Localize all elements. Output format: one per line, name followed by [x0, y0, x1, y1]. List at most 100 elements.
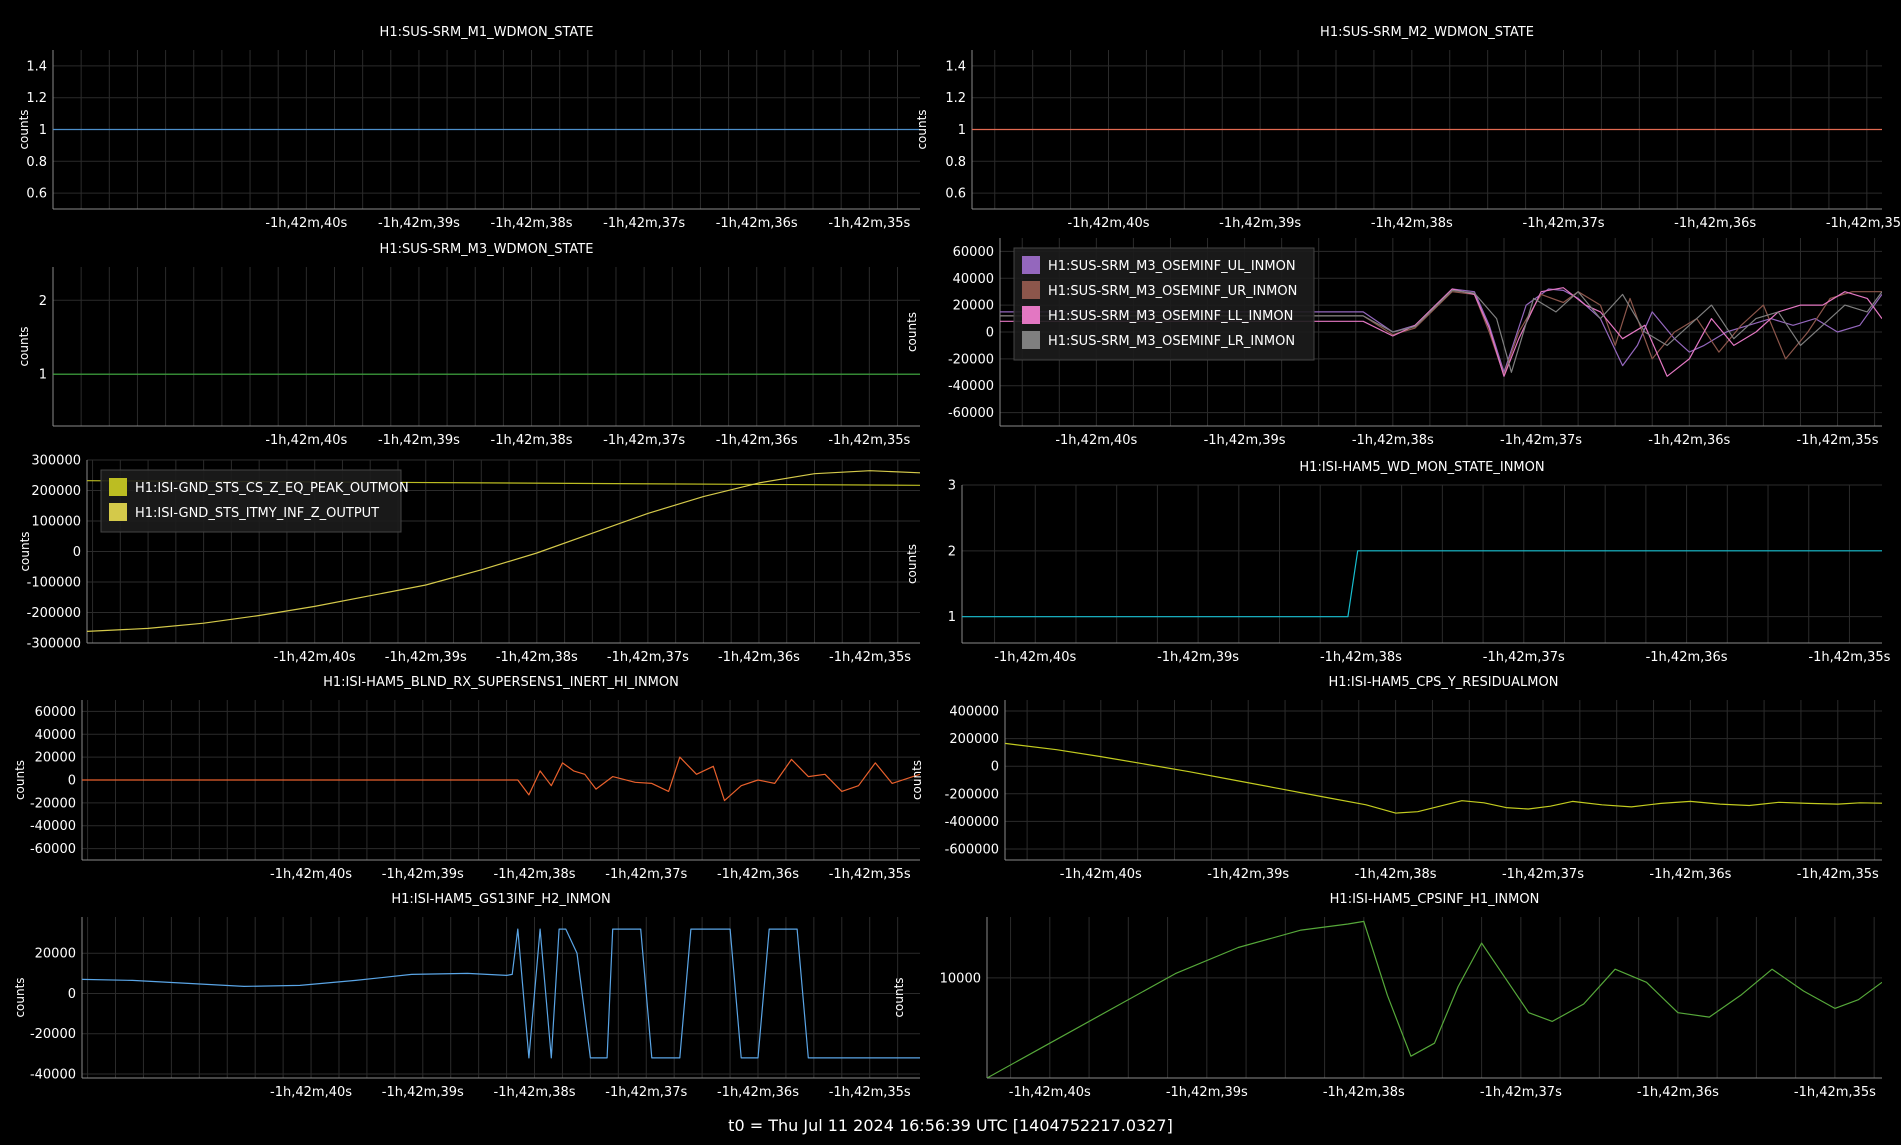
x-tick-label: -1h,42m,37s [1500, 433, 1582, 448]
y-tick-label: 1.4 [26, 59, 47, 74]
series-line-h1-isi-gnd-sts-itmy-inf-z-output [87, 470, 920, 632]
series-line-0 [82, 928, 920, 1059]
x-tick-label: -1h,42m,35s [829, 1085, 911, 1100]
y-tick-label: 0 [986, 326, 994, 341]
y-tick-label: 0.8 [945, 155, 966, 170]
x-tick-label: -1h,42m,38s [1320, 650, 1402, 665]
y-tick-label: 2 [39, 294, 47, 309]
y-axis-label: counts [13, 977, 27, 1017]
x-tick-label: -1h,42m,39s [382, 867, 464, 882]
series-group [1000, 287, 1882, 377]
x-tick-label: -1h,42m,36s [718, 650, 800, 665]
x-tick-label: -1h,42m,38s [1371, 216, 1453, 231]
gridlines [87, 459, 920, 644]
x-tick-label: -1h,42m,35s [829, 867, 911, 882]
y-tick-label: 1.2 [26, 91, 47, 106]
gridlines [962, 484, 1882, 643]
x-tick-label: -1h,42m,35s [1794, 1085, 1876, 1100]
legend-entry: H1:ISI-GND_STS_CS_Z_EQ_PEAK_OUTMON [135, 481, 409, 496]
legend-box [100, 469, 402, 533]
x-tick-label: -1h,42m,37s [1480, 1085, 1562, 1100]
y-axis-label: counts [18, 531, 32, 571]
gridlines [82, 917, 920, 1078]
x-tick-label: -1h,42m,39s [1207, 867, 1289, 882]
series-line-0 [987, 920, 1882, 1078]
series-line-0 [1005, 742, 1882, 814]
x-tick-label: -1h,42m,35s [1797, 433, 1879, 448]
legend-entry: H1:SUS-SRM_M3_OSEMINF_UR_INMON [1048, 284, 1297, 299]
y-axis-label: counts [905, 312, 919, 352]
x-tick-label: -1h,42m,36s [717, 1085, 799, 1100]
time-origin-label: t0 = Thu Jul 11 2024 16:56:39 UTC [14047… [728, 1116, 1173, 1135]
x-tick-label: -1h,42m,39s [1157, 650, 1239, 665]
legend-swatch[interactable] [1022, 281, 1040, 299]
y-tick-label: -20000 [30, 1027, 76, 1042]
y-tick-label: 300000 [31, 454, 81, 469]
chart-title: H1:SUS-SRM_M3_WDMON_STATE [380, 242, 594, 257]
x-tick-label: -1h,42m,40s [1068, 216, 1150, 231]
chart-title: H1:ISI-HAM5_WD_MON_STATE_INMON [1299, 460, 1544, 475]
legend-swatch[interactable] [109, 478, 127, 496]
y-tick-label: 400000 [949, 705, 999, 720]
chart-srm-m3-osem: counts -60000 -40000 -20000 0 20000 40000 60000… [905, 238, 1882, 448]
x-tick-label: -1h,42m,39s [1219, 216, 1301, 231]
x-tick-label: -1h,42m,40s [994, 650, 1076, 665]
y-axis-label: counts [910, 760, 924, 800]
x-tick-label: -1h,42m,36s [716, 433, 798, 448]
chart-title: H1:ISI-HAM5_CPSINF_H1_INMON [1330, 892, 1540, 907]
x-tick-label: -1h,42m,35s [828, 433, 910, 448]
y-tick-label: 10000 [940, 971, 981, 986]
y-tick-label: 200000 [949, 732, 999, 747]
x-tick-label: -1h,42m,35s [828, 216, 910, 231]
x-tick-label: -1h,42m,40s [270, 867, 352, 882]
x-tick-label: -1h,42m,36s [717, 867, 799, 882]
legend-swatch[interactable] [1022, 256, 1040, 274]
chart-title: H1:SUS-SRM_M2_WDMON_STATE [1320, 25, 1534, 40]
y-tick-label: -200000 [945, 787, 999, 802]
chart-title: H1:ISI-HAM5_GS13INF_H2_INMON [391, 892, 610, 907]
y-tick-label: -40000 [948, 379, 994, 394]
y-tick-label: -40000 [30, 819, 76, 834]
x-tick-label: -1h,42m,38s [491, 433, 573, 448]
x-tick-label: -1h,42m,38s [1352, 433, 1434, 448]
x-tick-label: -1h,42m,37s [1502, 867, 1584, 882]
x-tick-label: -1h,42m,40s [1009, 1085, 1091, 1100]
x-tick-label: -1h,42m,40s [1055, 433, 1137, 448]
x-tick-label: -1h,42m,40s [265, 216, 347, 231]
legend: H1:ISI-GND_STS_CS_Z_EQ_PEAK_OUTMON H1:ISI… [100, 469, 409, 533]
legend-swatch[interactable] [109, 503, 127, 521]
chart-title: H1:ISI-HAM5_BLND_RX_SUPERSENS1_INERT_HI_… [323, 675, 679, 690]
legend-entry: H1:ISI-GND_STS_ITMY_INF_Z_OUTPUT [135, 506, 379, 521]
legend-box [1013, 247, 1315, 361]
x-tick-label: -1h,42m,35s [1797, 867, 1879, 882]
series-line-0 [82, 756, 920, 802]
legend-entry: H1:SUS-SRM_M3_OSEMINF_LL_INMON [1048, 309, 1293, 324]
y-axis-label: counts [915, 109, 929, 149]
y-tick-label: 60000 [953, 245, 994, 260]
x-tick-label: -1h,42m,36s [716, 216, 798, 231]
x-tick-label: -1h,42m,37s [1523, 216, 1605, 231]
x-tick-label: -1h,42m,40s [274, 650, 356, 665]
legend-entry: H1:SUS-SRM_M3_OSEMINF_UL_INMON [1048, 259, 1296, 274]
y-tick-label: 0.8 [26, 155, 47, 170]
y-tick-label: 0.6 [26, 187, 47, 202]
series-line-0 [962, 550, 1882, 618]
y-tick-label: 20000 [35, 751, 76, 766]
legend-swatch[interactable] [1022, 331, 1040, 349]
x-tick-label: -1h,42m,36s [1637, 1085, 1719, 1100]
legend-swatch[interactable] [1022, 306, 1040, 324]
y-tick-label: 1.2 [945, 91, 966, 106]
x-tick-label: -1h,42m,39s [378, 216, 460, 231]
chart-title: H1:SUS-SRM_M1_WDMON_STATE [380, 25, 594, 40]
x-tick-label: -1h,42m,38s [494, 1085, 576, 1100]
y-tick-label: -60000 [30, 842, 76, 857]
y-tick-label: 0 [991, 760, 999, 775]
x-tick-label: -1h,42m,38s [1323, 1085, 1405, 1100]
x-tick-label: -1h,42m,37s [603, 216, 685, 231]
